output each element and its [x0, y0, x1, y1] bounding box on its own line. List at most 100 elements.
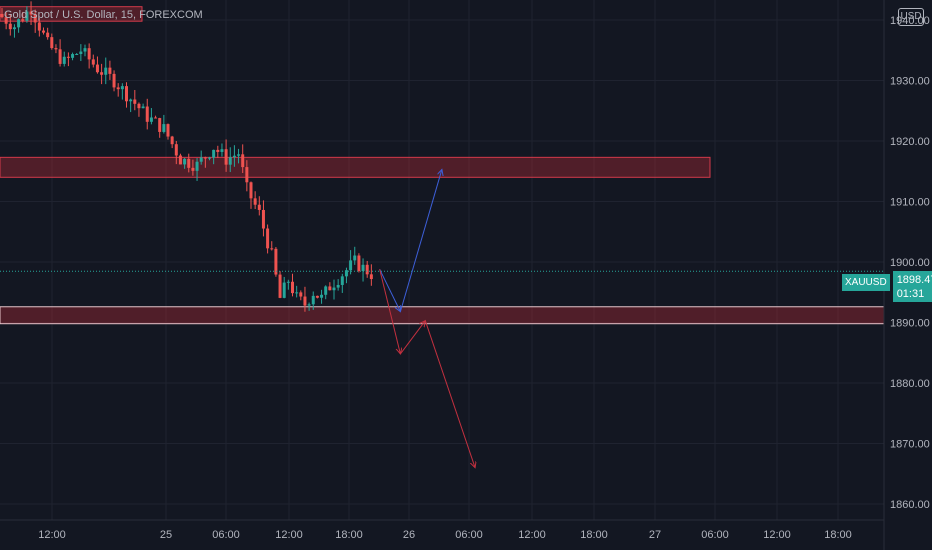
y-tick-label: 1880.00	[890, 378, 930, 390]
candle-body	[95, 64, 99, 73]
candle-body	[253, 198, 257, 205]
candle-body	[199, 157, 203, 162]
candle-body	[228, 157, 232, 165]
candle-body	[137, 103, 141, 109]
candle-body	[295, 292, 299, 294]
candle-body	[91, 59, 95, 65]
candle-body	[324, 286, 328, 295]
candle-body	[174, 144, 178, 156]
candle-body	[315, 295, 319, 298]
y-tick-label: 1890.00	[890, 318, 930, 330]
y-tick-label: 1870.00	[890, 439, 930, 451]
x-tick-label: 12:00	[275, 529, 303, 541]
x-tick-label: 25	[160, 529, 172, 541]
x-tick-label: 06:00	[701, 529, 729, 541]
resistance-zone	[0, 156, 711, 178]
candle-body	[50, 37, 54, 49]
candle-body	[54, 48, 58, 50]
projection-arrow	[379, 269, 401, 354]
candle-body	[37, 22, 41, 31]
x-tick-label: 27	[649, 529, 661, 541]
last-price-box: 1898.47 01:31	[892, 271, 932, 302]
candle-body	[187, 158, 191, 168]
candle-body	[158, 118, 162, 132]
candle-body	[79, 51, 83, 54]
candle-body	[344, 270, 348, 277]
last-price-tag: XAUUSD 1898.47 01:31	[842, 271, 932, 302]
candle-body	[154, 117, 158, 119]
projection-arrow	[379, 269, 401, 311]
candle-body	[270, 248, 274, 250]
candle-body	[195, 161, 199, 171]
candle-body	[340, 276, 344, 285]
candle-body	[170, 136, 174, 145]
candle-body	[353, 255, 357, 261]
candle-body	[83, 48, 87, 52]
x-tick-label: 06:00	[455, 529, 483, 541]
candle-body	[261, 209, 265, 229]
candle-body	[320, 294, 324, 298]
x-tick-label: 18:00	[824, 529, 852, 541]
candle-body	[203, 157, 207, 159]
candle-body	[129, 99, 133, 102]
candle-body	[71, 54, 75, 58]
last-price: 1898.47	[896, 274, 932, 286]
x-tick-label: 18:00	[335, 529, 363, 541]
candle-body	[29, 11, 33, 15]
y-tick-label: 1860.00	[890, 499, 930, 511]
x-tick-label: 12:00	[518, 529, 546, 541]
candle-body	[12, 27, 16, 30]
candle-body	[365, 264, 369, 275]
candle-body	[336, 284, 340, 288]
y-tick-label: 1930.00	[890, 76, 930, 88]
candle-body	[4, 17, 8, 24]
candle-body	[141, 106, 145, 109]
candle-body	[232, 155, 236, 158]
candle-body	[162, 124, 166, 132]
y-tick-label: 1920.00	[890, 136, 930, 148]
candle-body	[116, 87, 120, 90]
candle-body	[183, 158, 187, 165]
candle-body	[112, 73, 116, 88]
candle-body	[42, 30, 45, 33]
candle-body	[104, 67, 108, 75]
candle-body	[328, 286, 332, 291]
candle-body	[245, 167, 249, 183]
candle-body	[361, 264, 365, 272]
candle-body	[8, 23, 12, 30]
candle-body	[66, 56, 70, 58]
candle-body	[311, 295, 315, 305]
candle-body	[120, 86, 124, 90]
candle-body	[191, 167, 195, 171]
candle-body	[166, 124, 170, 137]
candle-body	[257, 204, 261, 210]
chart-title: Gold Spot / U.S. Dollar, 15, FOREXCOM	[4, 9, 203, 21]
candle-body	[17, 19, 21, 28]
candle-body	[0, 13, 4, 18]
candle-body	[58, 49, 62, 64]
candle-body	[25, 11, 29, 21]
candle-body	[266, 228, 270, 249]
x-tick-label: 18:00	[580, 529, 608, 541]
countdown: 01:31	[896, 288, 925, 300]
candle-body	[108, 67, 112, 74]
currency-button[interactable]: USD	[898, 8, 924, 26]
candle-body	[237, 154, 241, 156]
candle-body	[249, 182, 253, 199]
candle-body	[303, 296, 307, 306]
candle-body	[291, 281, 294, 294]
candle-body	[307, 304, 311, 306]
candle-body	[46, 32, 50, 38]
candle-body	[274, 248, 278, 275]
candle-body	[149, 117, 153, 122]
projection-arrow	[399, 169, 442, 312]
projection-arrow	[424, 320, 475, 468]
candle-body	[75, 53, 79, 55]
candle-body	[100, 72, 104, 75]
candle-body	[21, 19, 25, 21]
x-tick-label: 26	[403, 529, 415, 541]
candle-body	[224, 149, 228, 165]
candle-body	[332, 287, 336, 291]
